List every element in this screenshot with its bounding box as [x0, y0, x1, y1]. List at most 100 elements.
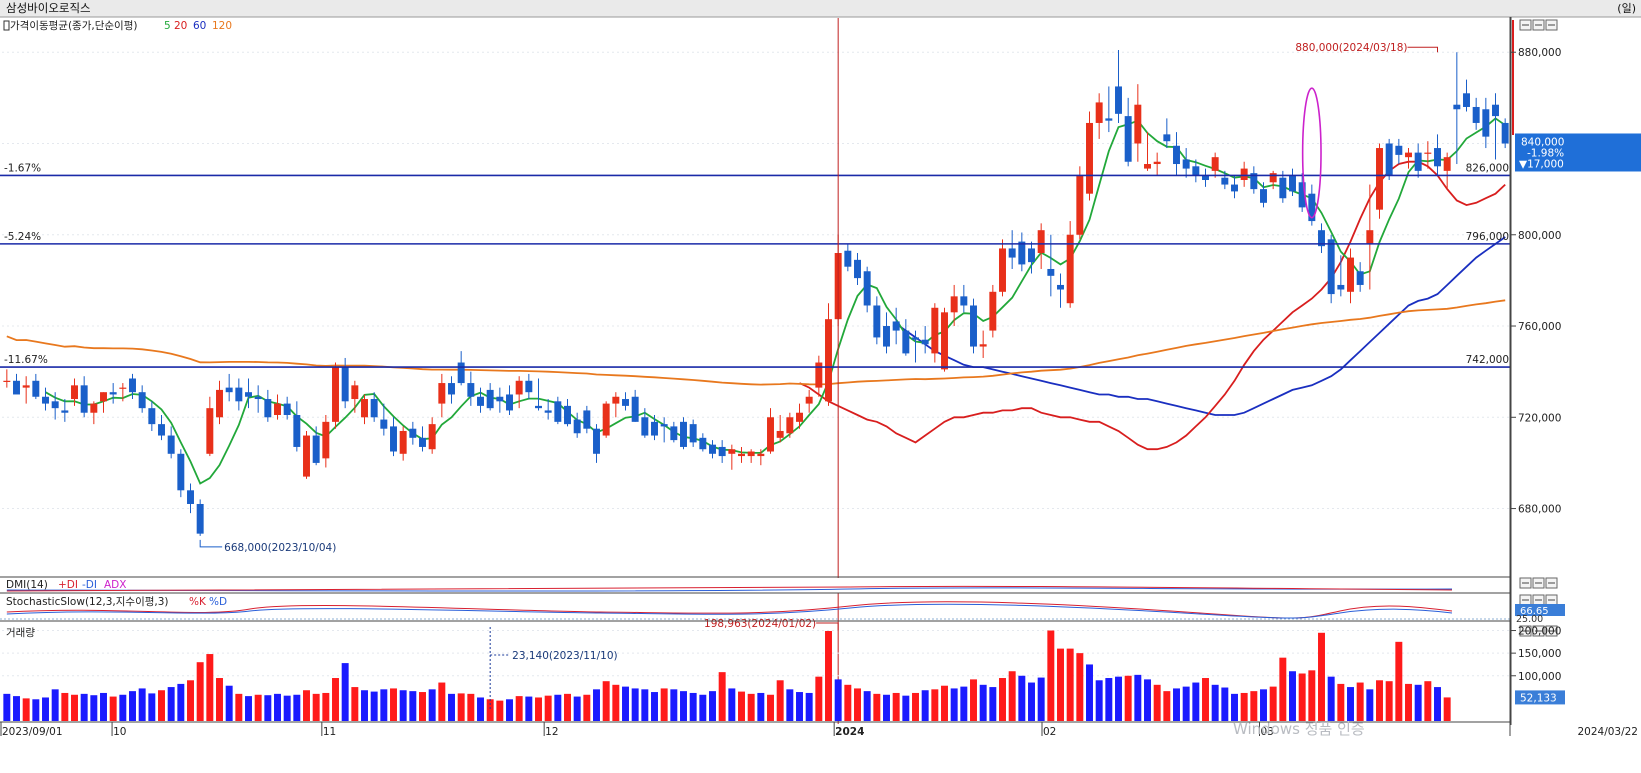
ma60-legend: 60: [193, 20, 206, 32]
candle: [1260, 182, 1267, 208]
candle-body: [1434, 148, 1441, 167]
volume-bar: [1163, 691, 1171, 721]
volume-bar: [332, 678, 339, 721]
candle: [138, 385, 146, 413]
volume-bar: [1376, 680, 1383, 721]
volume-bar: [1105, 678, 1113, 721]
candle: [148, 401, 156, 431]
candle: [883, 312, 890, 354]
volume-bar: [206, 654, 214, 721]
candle-body: [573, 419, 581, 434]
candle-body: [254, 396, 262, 400]
candle-body: [1356, 271, 1364, 285]
dmi-label: DMI(14): [6, 579, 48, 591]
volume-bar: [999, 678, 1006, 721]
candle: [1472, 97, 1480, 130]
candle-body: [1405, 152, 1412, 158]
candle-body: [80, 385, 88, 413]
volume-bar: [757, 692, 765, 721]
volume-bar: [1260, 689, 1267, 721]
candle: [119, 383, 127, 402]
candle: [448, 376, 455, 404]
candle-body: [138, 392, 146, 409]
volume-bar: [573, 696, 581, 721]
candle-body: [902, 330, 910, 354]
volume-bar: [863, 691, 871, 721]
reference-line-left-label: -11.67%: [4, 354, 48, 366]
stoch-value: 66.65: [1520, 606, 1549, 617]
candle: [1298, 173, 1306, 212]
candle: [844, 243, 852, 272]
candle-body: [361, 399, 368, 418]
candle-body: [322, 421, 330, 459]
candle: [428, 417, 436, 454]
candle-body: [1115, 86, 1122, 114]
volume-bar: [1047, 630, 1055, 721]
volume-bar: [815, 676, 823, 721]
candle-body: [757, 453, 765, 457]
candle: [786, 412, 794, 438]
volume-max-marker: [816, 622, 839, 631]
candle: [535, 378, 542, 411]
candle-body: [1289, 175, 1296, 192]
volume-bar: [1298, 673, 1306, 721]
volume-bar: [593, 689, 600, 721]
candle-body: [467, 383, 475, 397]
candle: [274, 394, 281, 420]
candle-body: [22, 385, 30, 388]
volume-bar: [1443, 697, 1451, 721]
volume-bar: [109, 696, 117, 721]
volume-bar: [796, 692, 803, 721]
candle-body: [776, 430, 784, 438]
candle-body: [1308, 193, 1316, 222]
volume-bar: [196, 662, 204, 721]
candle-body: [419, 437, 426, 447]
candle: [1385, 138, 1393, 180]
candle: [1028, 241, 1035, 274]
candle: [109, 383, 117, 404]
candle-body: [1463, 93, 1470, 107]
candle: [1318, 223, 1325, 254]
volume-bar: [844, 684, 852, 721]
candle: [699, 433, 707, 452]
candle: [1289, 168, 1296, 196]
candle: [71, 378, 78, 406]
title-bar: [0, 0, 1641, 17]
candle-body: [332, 367, 339, 422]
candle: [303, 430, 310, 479]
volume-bar: [390, 688, 397, 721]
volume-bar: [1037, 677, 1045, 721]
candle-body: [293, 415, 301, 447]
candle-body: [100, 392, 107, 402]
volume-tick-label: 150,000: [1518, 648, 1561, 660]
y-tick-label: 680,000: [1518, 504, 1561, 516]
candle: [612, 392, 620, 418]
volume-bar: [409, 691, 417, 721]
volume-bar: [1018, 675, 1026, 721]
volume-bar: [177, 683, 185, 721]
candle-body: [1443, 157, 1451, 171]
candle: [738, 446, 745, 463]
candle-body: [399, 430, 407, 454]
candle: [506, 385, 513, 416]
volume-bar: [293, 694, 301, 721]
candle: [438, 373, 446, 418]
volume-bar: [1327, 676, 1335, 721]
volume-bar: [670, 689, 678, 721]
candle: [525, 373, 533, 400]
volume-bar: [825, 630, 832, 721]
candle: [187, 483, 194, 514]
min-price-label: 668,000(2023/10/04): [224, 542, 336, 554]
stochastic-k-label: %K: [189, 596, 207, 608]
candle-body: [177, 453, 185, 491]
candle-body: [303, 435, 310, 477]
volume-bar: [689, 692, 697, 721]
candle-body: [409, 428, 417, 438]
x-tick-label: 02: [1043, 726, 1056, 738]
dmi-adx-label: ADX: [104, 579, 126, 591]
candle: [1047, 234, 1055, 297]
candle-body: [477, 396, 484, 406]
candle: [1501, 118, 1509, 149]
volume-bar: [254, 694, 262, 721]
